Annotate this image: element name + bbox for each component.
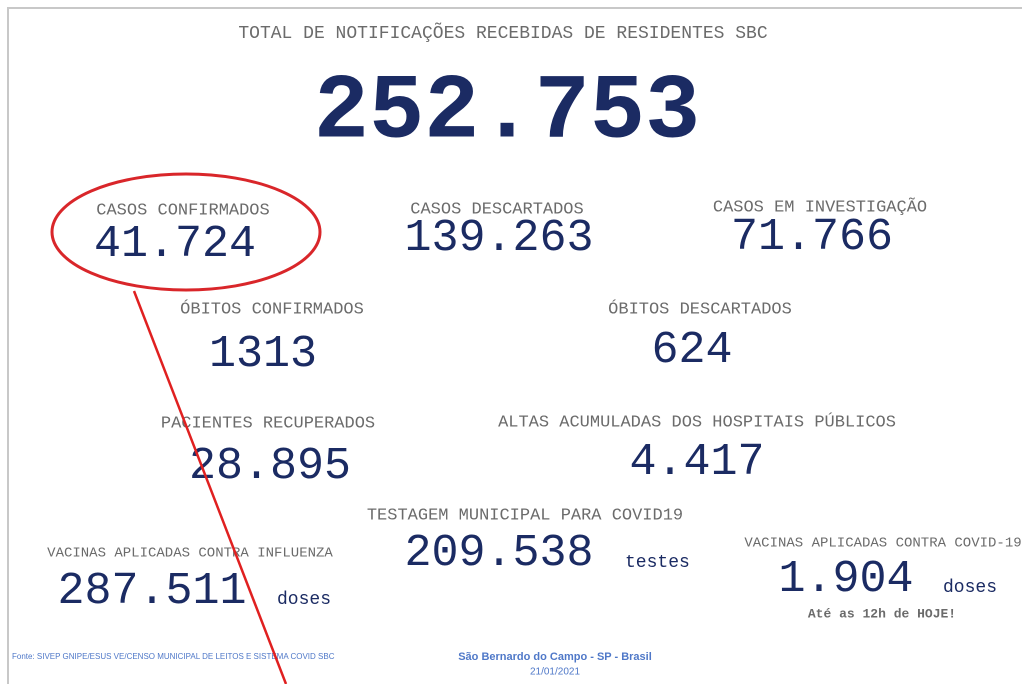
- stat-label: PACIENTES RECUPERADOS: [161, 414, 375, 433]
- stat-label: ALTAS ACUMULADAS DOS HOSPITAIS PÚBLICOS: [498, 412, 896, 432]
- source: Fonte: SIVEP GNIPE/ESUS VE/CENSO MUNICIP…: [12, 652, 335, 661]
- stat-label: ÓBITOS CONFIRMADOS: [180, 299, 364, 319]
- stat-label: TESTAGEM MUNICIPAL PARA COVID19: [367, 506, 683, 525]
- date: 21/01/2021: [530, 667, 580, 678]
- stat-label: VACINAS APLICADAS CONTRA COVID-19: [744, 536, 1021, 552]
- total: 252.753: [314, 59, 700, 164]
- stat-unit: doses: [277, 590, 331, 610]
- stat-unit: testes: [625, 553, 690, 573]
- stat-value: 28.895: [189, 441, 351, 492]
- stat-value: 41.724: [94, 219, 256, 270]
- stat-note: Até as 12h de HOJE!: [808, 606, 956, 621]
- stat-value: 1313: [209, 329, 317, 380]
- stat-label: ÓBITOS DESCARTADOS: [608, 299, 792, 319]
- stat-label: CASOS DESCARTADOS: [410, 200, 583, 219]
- stat-value: 209.538: [404, 528, 593, 579]
- stat-value: 71.766: [731, 212, 893, 263]
- stat-label: VACINAS APLICADAS CONTRA INFLUENZA: [47, 546, 333, 562]
- stat-value: 624: [651, 325, 732, 376]
- stat-value: 139.263: [404, 213, 593, 264]
- stat-value: 4.417: [629, 437, 764, 488]
- place: São Bernardo do Campo - SP - Brasil: [458, 651, 652, 663]
- stat-value: 1.904: [778, 554, 913, 605]
- title: TOTAL DE NOTIFICAÇÕES RECEBIDAS DE RESID…: [238, 22, 767, 44]
- stat-label: CASOS EM INVESTIGAÇÃO: [713, 197, 927, 217]
- highlight-ellipse: [50, 172, 322, 292]
- border: [7, 7, 1022, 684]
- stat-unit: doses: [943, 578, 997, 598]
- pointer-line: [132, 290, 288, 684]
- stat-value: 287.511: [57, 566, 246, 617]
- stat-label: CASOS CONFIRMADOS: [96, 201, 269, 220]
